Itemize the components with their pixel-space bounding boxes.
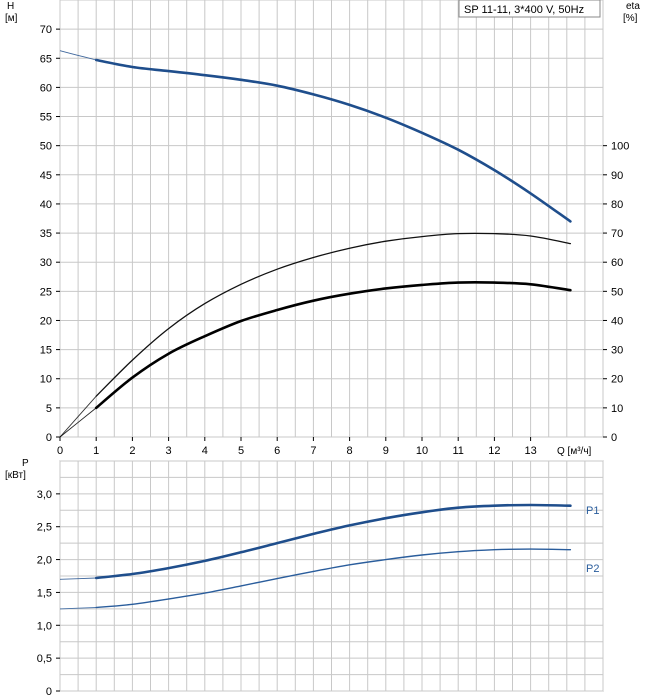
eta-axis-tick-label: 50 [611,286,623,298]
h-axis-name: H [7,1,14,12]
eta-axis-tick-label: 10 [611,403,623,415]
p-axis-tick-label: 2,0 [37,555,52,567]
h-axis-tick-label: 45 [40,170,52,182]
p-axis-tick-label: 0 [46,686,52,698]
eta-axis-tick-label: 100 [611,141,629,153]
h-axis-tick-label: 70 [40,24,52,36]
eta-axis-tick-label: 20 [611,374,623,386]
chart-title-box: SP 11-11, 3*400 V, 50Hz [458,0,601,18]
h-axis-tick-label: 50 [40,141,52,153]
q-axis-tick-label: 3 [166,445,172,457]
bottom-panel-curves [59,503,572,610]
chart-title: SP 11-11, 3*400 V, 50Hz [464,4,584,16]
eta-axis-tick-label: 40 [611,315,623,327]
q-axis-tick-label: 2 [129,445,135,457]
q-axis-label: Q [м³/ч] [557,446,592,457]
h-axis-tick-label: 60 [40,82,52,94]
h-axis-tick-label: 0 [46,432,52,444]
q-axis-tick-label: 9 [383,445,389,457]
h-axis-tick-label: 30 [40,257,52,269]
h-axis-tick-label: 35 [40,228,52,240]
q-axis-tick-label: 0 [57,445,63,457]
eta-axis-name: eta [626,1,640,12]
h-axis-tick-label: 25 [40,286,52,298]
q-axis-tick-label: 8 [347,445,353,457]
top-series-1-line [95,232,572,397]
p-axis-tick-label: 3,0 [37,489,52,501]
eta-axis-tick-label: 90 [611,170,623,182]
bottom-series-1-leadin [59,607,97,610]
eta-axis-tick-label: 30 [611,345,623,357]
eta-axis-tick-label: 60 [611,257,623,269]
q-axis-tick-label: 11 [452,445,463,457]
eta-axis-tick-label: 70 [611,228,623,240]
h-axis-tick-label: 10 [40,374,52,386]
top-series-2-line [94,281,572,410]
p2-series-label: P2 [586,563,599,575]
top-series-0-leadin [59,50,97,61]
bottom-series-1-line [95,548,572,609]
bottom-series-0-line [94,503,572,580]
top-panel-grid [56,0,607,441]
q-axis-tick-label: 7 [310,445,316,457]
eta-axis-tick-label: 80 [611,199,623,211]
top-series-2-leadin [59,407,97,438]
eta-axis-tick-label: 0 [611,432,617,444]
bottom-panel-grid [56,460,604,692]
q-axis-tick-label: 12 [488,445,500,457]
p-axis-tick-label: 1,5 [37,587,52,599]
h-axis-tick-label: 15 [40,345,52,357]
p-axis-name: P [22,458,29,469]
h-axis-tick-label: 5 [46,403,52,415]
h-axis-tick-label: 20 [40,315,52,327]
q-axis-tick-label: 4 [202,445,208,457]
top-panel-curves [59,50,572,438]
bottom-series-0-leadin [59,577,97,580]
h-axis-tick-label: 40 [40,199,52,211]
top-series-1-leadin [59,395,97,438]
q-axis-tick-label: 1 [93,445,99,457]
p-axis-tick-label: 1,0 [37,620,52,632]
p-axis-tick-label: 0,5 [37,653,52,665]
p-axis-tick-label: 2,5 [37,522,52,534]
h-axis-tick-label: 55 [40,112,52,124]
h-axis-unit: [м] [5,13,18,24]
h-axis-tick-label: 65 [40,53,52,65]
top-series-0-line [94,58,572,223]
p-axis-unit: [кВт] [5,470,26,481]
q-axis-tick-label: 13 [524,445,536,457]
p1-series-label: P1 [586,505,599,517]
q-axis-tick-label: 10 [416,445,428,457]
q-axis-tick-label: 5 [238,445,244,457]
q-axis-tick-label: 6 [274,445,280,457]
chart-labels: 0510152025303540455055606570010203040506… [37,24,630,698]
eta-axis-unit: [%] [623,13,638,24]
